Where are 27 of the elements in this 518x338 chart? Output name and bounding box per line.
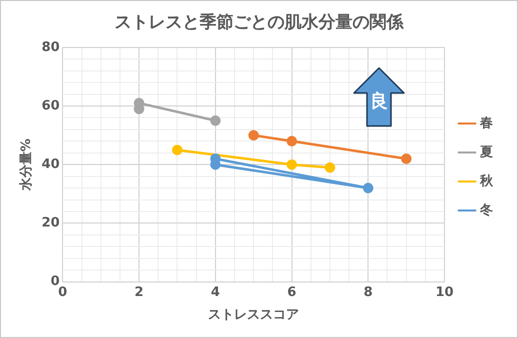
- x-tick-label: 6: [287, 284, 296, 300]
- point: [324, 162, 336, 173]
- x-tick-label: 10: [435, 284, 454, 300]
- point: [286, 136, 298, 146]
- x-tick-label: 4: [210, 284, 220, 300]
- y-tick-label: 40: [42, 156, 60, 172]
- y-axis-title: 水分量%: [19, 138, 34, 192]
- y-tick-label: 60: [42, 98, 60, 114]
- legend-label: 春: [479, 116, 493, 131]
- legend-label: 秋: [479, 174, 494, 189]
- legend-label: 冬: [479, 202, 493, 218]
- y-tick-label: 80: [42, 40, 60, 55]
- y-tick-label: 20: [42, 216, 60, 231]
- x-tick-label: 8: [364, 284, 373, 300]
- annotation: 良: [369, 90, 389, 113]
- point: [248, 130, 259, 141]
- y-tick-label: 0: [50, 274, 60, 290]
- point: [172, 144, 182, 156]
- chart-title: ストレスと季節ごとの肌水分量の関係: [114, 12, 404, 33]
- point: [362, 182, 374, 194]
- legend-label: 夏: [479, 144, 493, 160]
- x-axis-title: ストレススコア: [208, 308, 300, 323]
- up-arrow-icon: 良: [353, 67, 405, 127]
- x-tick-label: 2: [134, 284, 144, 300]
- point: [210, 115, 221, 126]
- point: [401, 153, 412, 164]
- point: [286, 159, 298, 170]
